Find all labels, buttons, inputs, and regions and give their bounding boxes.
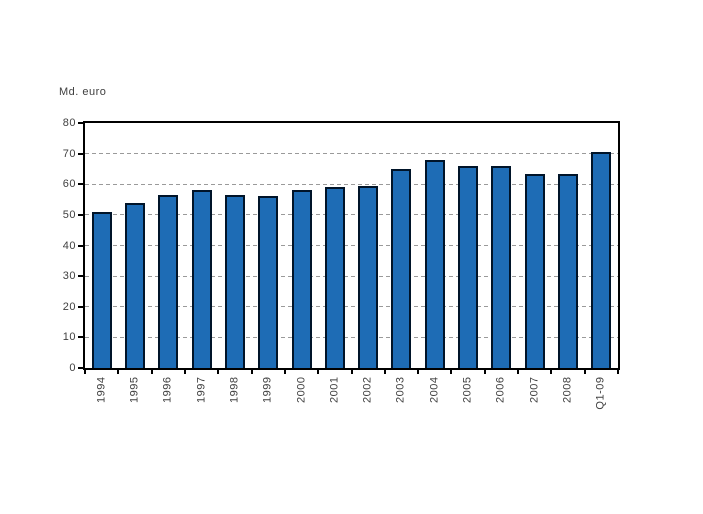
y-axis-unit-label: Md. euro [59, 86, 107, 98]
x-tick-label-1999: 1999 [261, 376, 274, 403]
y-tick-label-10: 10 [62, 331, 76, 344]
bar-2005 [458, 166, 479, 368]
bar-1995 [124, 203, 145, 368]
x-axis-tick-7 [317, 370, 320, 374]
y-axis-tick-30 [78, 275, 83, 278]
x-axis-tick-2 [150, 370, 153, 374]
y-axis-tick-70 [78, 152, 83, 155]
x-axis-tick-0 [84, 370, 86, 374]
x-tick-label-2003: 2003 [394, 376, 407, 403]
gridline-20 [85, 306, 618, 308]
bar-2004 [424, 160, 445, 368]
x-tick-label-1997: 1997 [195, 376, 208, 403]
y-tick-label-80: 80 [62, 117, 76, 129]
x-axis-tick-15 [583, 370, 586, 374]
x-axis-tick-6 [283, 370, 286, 374]
x-tick-label-1998: 1998 [228, 376, 241, 403]
plot-area [83, 121, 620, 370]
bar-Q1-09 [591, 152, 612, 368]
bar-1998 [224, 195, 245, 368]
y-axis-tick-60 [78, 183, 83, 186]
x-axis-tick-10 [417, 370, 420, 374]
y-axis-tick-80 [78, 122, 83, 124]
gridline-50 [85, 214, 618, 216]
x-axis-tick-5 [250, 370, 253, 374]
bar-1996 [158, 195, 179, 368]
bar-1999 [258, 196, 279, 368]
x-axis-tick-4 [217, 370, 220, 374]
y-axis-tick-40 [78, 244, 83, 247]
x-axis-tick-8 [350, 370, 353, 374]
y-tick-label-30: 30 [62, 270, 76, 283]
x-tick-label-2005: 2005 [461, 376, 474, 403]
x-axis-tick-9 [383, 370, 386, 374]
y-tick-label-0: 0 [69, 362, 76, 374]
bar-2006 [491, 166, 512, 368]
y-tick-label-70: 70 [62, 147, 76, 160]
x-tick-label-2004: 2004 [428, 376, 441, 403]
gridline-40 [85, 245, 618, 246]
x-tick-label-2000: 2000 [295, 376, 308, 403]
y-axis-tick-10 [78, 336, 83, 339]
bar-1994 [91, 212, 112, 368]
y-axis-tick-20 [78, 305, 83, 308]
bar-2008 [558, 174, 579, 368]
x-tick-label-2002: 2002 [361, 376, 374, 403]
gridline-30 [85, 275, 618, 277]
x-axis-tick-3 [183, 370, 186, 374]
bar-1997 [191, 190, 212, 368]
x-tick-label-2006: 2006 [494, 376, 507, 403]
x-axis-tick-11 [450, 370, 453, 374]
gridline-70 [85, 153, 618, 155]
x-axis-tick-16 [617, 370, 619, 374]
x-tick-label-1994: 1994 [95, 376, 108, 403]
bar-2001 [324, 187, 345, 368]
x-tick-label-2007: 2007 [528, 376, 541, 403]
y-tick-label-60: 60 [62, 178, 76, 191]
bar-2003 [391, 169, 412, 368]
bar-2007 [524, 174, 545, 368]
bar-2002 [358, 186, 379, 368]
x-tick-label-1996: 1996 [161, 376, 174, 403]
y-tick-label-50: 50 [62, 208, 76, 221]
gridline-10 [85, 336, 618, 338]
x-tick-label-1995: 1995 [128, 376, 141, 403]
y-tick-label-20: 20 [62, 300, 76, 313]
gridline-60 [85, 183, 618, 185]
bar-2000 [291, 190, 312, 368]
x-axis-tick-12 [483, 370, 486, 374]
x-tick-label-2001: 2001 [328, 376, 341, 403]
x-axis-tick-13 [517, 370, 520, 374]
x-tick-label-Q1-09: Q1-09 [594, 376, 607, 410]
y-axis-tick-0 [78, 367, 83, 369]
x-axis-tick-14 [550, 370, 553, 374]
x-tick-label-2008: 2008 [561, 376, 574, 403]
x-axis-tick-1 [117, 370, 120, 374]
y-axis-tick-50 [78, 213, 83, 216]
y-tick-label-40: 40 [62, 239, 76, 252]
